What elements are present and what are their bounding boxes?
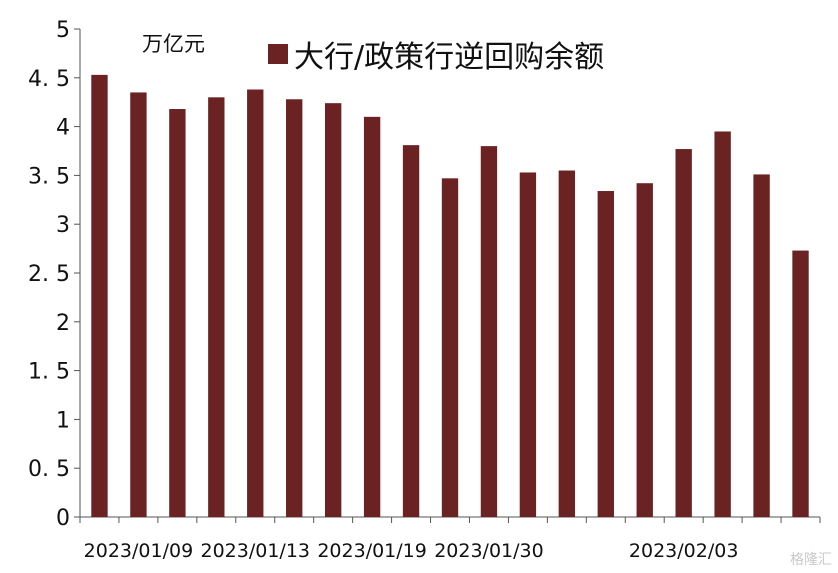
y-tick-label: 1 bbox=[56, 408, 70, 433]
bar bbox=[247, 89, 264, 518]
y-tick-label: 4 bbox=[56, 116, 70, 141]
bar bbox=[558, 170, 576, 517]
bar bbox=[91, 74, 108, 517]
bar bbox=[519, 172, 537, 518]
bar bbox=[169, 109, 186, 518]
bar bbox=[286, 99, 303, 517]
bars bbox=[91, 74, 809, 518]
legend-swatch bbox=[268, 44, 288, 64]
x-tick-label: 2023/01/13 bbox=[201, 540, 311, 562]
bar bbox=[753, 174, 770, 517]
bar bbox=[402, 145, 420, 518]
x-tick-label: 2023/01/30 bbox=[434, 540, 544, 562]
bar bbox=[130, 92, 147, 517]
bar bbox=[675, 149, 692, 517]
bar bbox=[792, 250, 809, 517]
bar bbox=[480, 146, 498, 517]
bar bbox=[363, 116, 381, 517]
y-tick-label: 1. 5 bbox=[28, 360, 70, 385]
y-tick-label: 2. 5 bbox=[28, 262, 70, 287]
x-tick-label: 2023/01/19 bbox=[317, 540, 427, 562]
y-tick-label: 3 bbox=[56, 213, 70, 238]
y-tick-label: 4. 5 bbox=[28, 67, 70, 92]
bar bbox=[636, 183, 653, 517]
legend: 大行/政策行逆回购余额 bbox=[268, 32, 604, 76]
y-tick-label: 0 bbox=[56, 506, 70, 531]
unit-label: 万亿元 bbox=[142, 32, 205, 56]
bar bbox=[324, 103, 342, 518]
x-tick-label: 2023/01/09 bbox=[84, 540, 194, 562]
y-tick-label: 0. 5 bbox=[28, 457, 70, 482]
x-axis: 2023/01/09 2023/01/13 2023/01/19 2023/01/30… bbox=[79, 516, 821, 562]
bar bbox=[714, 131, 731, 518]
bar bbox=[208, 97, 225, 517]
watermark: 格隆汇 bbox=[790, 552, 832, 568]
y-axis: 0 0. 5 1 1. 5 2 2. 5 3 3. 5 4 4. 5 5 bbox=[28, 18, 81, 531]
x-tick-label: 2023/02/03 bbox=[629, 540, 739, 562]
bar bbox=[597, 191, 614, 518]
y-tick-label: 5 bbox=[56, 18, 70, 43]
y-tick-label: 3. 5 bbox=[28, 164, 70, 189]
legend-label: 大行/政策行逆回购余额 bbox=[294, 40, 605, 75]
y-tick-label: 2 bbox=[56, 311, 70, 336]
bar bbox=[441, 178, 459, 517]
